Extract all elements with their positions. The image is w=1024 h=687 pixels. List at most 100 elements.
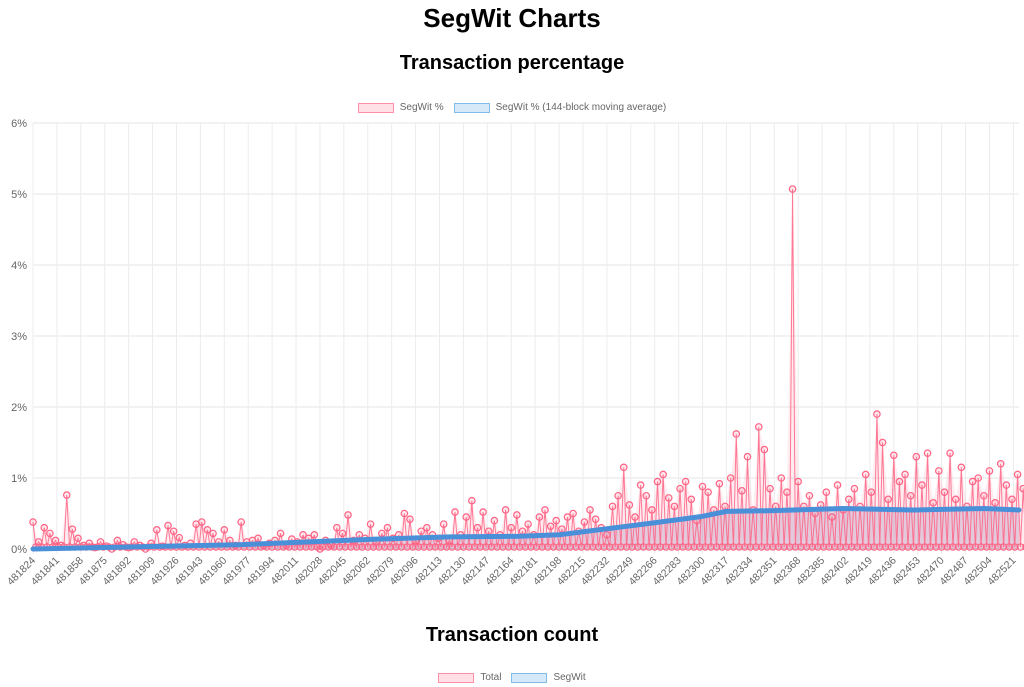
segwit-pct-point-low bbox=[920, 543, 929, 551]
segwit-pct-point bbox=[619, 463, 628, 472]
segwit-pct-point bbox=[254, 534, 262, 543]
legend-percentage: SegWit % SegWit % (144-block moving aver… bbox=[0, 102, 1024, 113]
segwit-pct-point bbox=[743, 452, 752, 461]
segwit-pct-point bbox=[653, 477, 662, 486]
segwit-pct-point bbox=[980, 491, 988, 500]
segwit-pct-point bbox=[614, 491, 622, 500]
segwit-pct-point bbox=[501, 506, 510, 514]
segwit-pct-point-low bbox=[645, 543, 653, 551]
segwit-pct-point-low bbox=[695, 543, 704, 551]
segwit-pct-point-low bbox=[825, 543, 833, 551]
y-tick-label: 1% bbox=[11, 473, 27, 485]
segwit-pct-point-low bbox=[915, 543, 923, 551]
segwit-pct-point bbox=[439, 520, 448, 528]
segwit-pct-point-low bbox=[774, 543, 783, 551]
segwit-pct-point-low bbox=[819, 543, 828, 551]
legend-label: SegWit % (144-block moving average) bbox=[495, 102, 667, 113]
segwit-pct-point-low bbox=[977, 543, 985, 551]
segwit-pct-point-low bbox=[757, 543, 766, 551]
segwit-pct-point bbox=[1002, 481, 1011, 489]
segwit-pct-point-low bbox=[898, 543, 907, 551]
segwit-pct-point-low bbox=[954, 543, 963, 551]
segwit-pct-point bbox=[558, 525, 566, 533]
segwit-pct-point-low bbox=[375, 543, 383, 551]
segwit-pct-point-low bbox=[982, 543, 991, 551]
segwit-pct-point bbox=[406, 515, 414, 523]
segwit-pct-point-low bbox=[684, 543, 693, 551]
segwit-pct-point-low bbox=[386, 543, 395, 551]
segwit-pct-point-low bbox=[791, 543, 800, 551]
segwit-pct-point bbox=[603, 530, 611, 539]
legend-item-total[interactable]: Total bbox=[438, 672, 501, 683]
legend-item-segwit[interactable]: SegWit bbox=[511, 672, 586, 683]
segwit-pct-point bbox=[681, 477, 690, 486]
legend-item-segwit-ma[interactable]: SegWit % (144-block moving average) bbox=[453, 102, 667, 113]
segwit-pct-point-low bbox=[594, 543, 603, 551]
segwit-pct-point-low bbox=[763, 543, 772, 551]
segwit-pct-point bbox=[541, 506, 549, 514]
segwit-pct-point-low bbox=[470, 543, 479, 551]
segwit-pct-point bbox=[890, 451, 898, 460]
segwit-pct-point-low bbox=[785, 543, 794, 551]
chart-title-count: Transaction count bbox=[425, 624, 599, 646]
segwit-pct-point-low bbox=[521, 543, 530, 551]
segwit-pct-point bbox=[636, 481, 645, 489]
segwit-pct-point bbox=[895, 477, 904, 486]
segwit-pct-point-low bbox=[853, 543, 862, 551]
segwit-pct-point bbox=[828, 513, 836, 521]
segwit-pct-point bbox=[62, 491, 71, 499]
segwit-pct-point bbox=[417, 527, 426, 536]
segwit-pct-point-low bbox=[729, 543, 738, 551]
segwit-pct-point-low bbox=[589, 543, 597, 551]
segwit-pct-point-low bbox=[932, 543, 940, 551]
segwit-pct-point-low bbox=[656, 543, 665, 551]
segwit-pct-point-low bbox=[994, 543, 1002, 551]
segwit-pct-point-low bbox=[437, 543, 445, 551]
segwit-pct-point bbox=[518, 527, 527, 536]
segwit-pct-point bbox=[901, 470, 909, 479]
segwit-pct-point-low bbox=[802, 543, 811, 551]
segwit-pct-point bbox=[586, 506, 594, 514]
legend-swatch-pink bbox=[357, 102, 394, 113]
segwit-pct-point bbox=[209, 529, 217, 538]
segwit-pct-point bbox=[721, 502, 729, 511]
segwit-pct-point bbox=[580, 518, 589, 526]
segwit-pct-point bbox=[884, 495, 892, 504]
segwit-pct-point bbox=[299, 530, 307, 539]
segwit-pct-point-low bbox=[453, 543, 462, 551]
segwit-pct-point-low bbox=[465, 543, 473, 551]
segwit-pct-point-low bbox=[358, 543, 366, 551]
segwit-pct-point bbox=[1013, 470, 1022, 479]
segwit-pct-point bbox=[996, 459, 1005, 468]
segwit-pct-point-low bbox=[836, 543, 845, 551]
segwit-pct-point-low bbox=[701, 543, 710, 551]
segwit-pct-point bbox=[760, 445, 769, 454]
segwit-pct-point bbox=[333, 523, 341, 532]
segwit-pct-point bbox=[648, 506, 656, 514]
legend-item-segwit-pct[interactable]: SegWit % bbox=[357, 102, 444, 113]
segwit-pct-point bbox=[991, 499, 999, 507]
segwit-pct-point-low bbox=[735, 543, 743, 551]
segwit-pct-point bbox=[625, 501, 634, 509]
segwit-pct-point-low bbox=[724, 543, 732, 551]
segwit-pct-point bbox=[490, 516, 499, 525]
segwit-pct-point-low bbox=[397, 543, 406, 551]
segwit-pct-point-low bbox=[650, 543, 659, 551]
segwit-pct-point-low bbox=[527, 543, 535, 551]
segwit-pct-point bbox=[670, 502, 679, 511]
segwit-pct-point-low bbox=[572, 543, 580, 551]
segwit-pct-point-low bbox=[875, 543, 884, 551]
segwit-pct-point bbox=[383, 523, 392, 532]
segwit-pct-point bbox=[484, 527, 493, 536]
segwit-pct-point-low bbox=[442, 543, 451, 551]
chart-title-percentage: Transaction percentage bbox=[399, 52, 625, 74]
segwit-pct-point bbox=[698, 482, 707, 491]
segwit-pct-point-low bbox=[842, 543, 850, 551]
segwit-pct-point-low bbox=[943, 543, 952, 551]
segwit-pct-point-low bbox=[634, 543, 642, 551]
legend-count: Total SegWit bbox=[0, 672, 1024, 683]
segwit-pct-point bbox=[850, 484, 859, 493]
segwit-pct-point bbox=[338, 529, 347, 538]
segwit-pct-point-low bbox=[712, 543, 721, 551]
segwit-pct-point bbox=[642, 491, 651, 500]
